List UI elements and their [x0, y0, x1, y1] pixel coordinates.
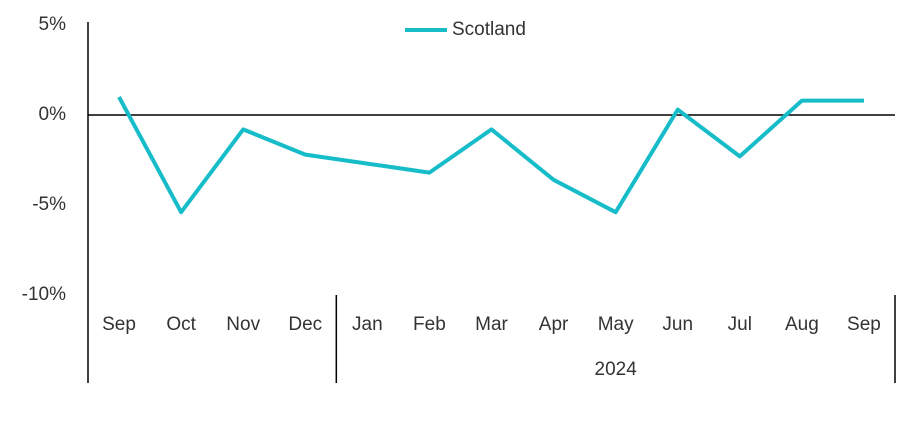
legend-label: Scotland — [452, 19, 526, 40]
y-tick-label: 5% — [39, 14, 67, 35]
x-tick-label: Jun — [662, 314, 693, 335]
x-tick-label: Jan — [352, 314, 383, 335]
x-tick-label: Aug — [785, 314, 819, 335]
x-tick-label: Feb — [413, 314, 446, 335]
x-tick-label: Sep — [102, 314, 136, 335]
x-tick-label: Nov — [226, 314, 260, 335]
x-tick-label: Oct — [166, 314, 196, 335]
x-tick-label: Sep — [847, 314, 881, 335]
x-tick-label: Jul — [728, 314, 752, 335]
x-tick-label: Dec — [288, 314, 322, 335]
x-tick-label: Mar — [475, 314, 508, 335]
y-tick-label: 0% — [39, 104, 67, 125]
x-tick-label: May — [598, 314, 634, 335]
y-tick-label: -5% — [32, 194, 66, 215]
group-label: 2024 — [595, 359, 638, 380]
x-tick-label: Apr — [539, 314, 569, 335]
y-tick-label: -10% — [22, 284, 66, 305]
series-line — [117, 96, 864, 215]
